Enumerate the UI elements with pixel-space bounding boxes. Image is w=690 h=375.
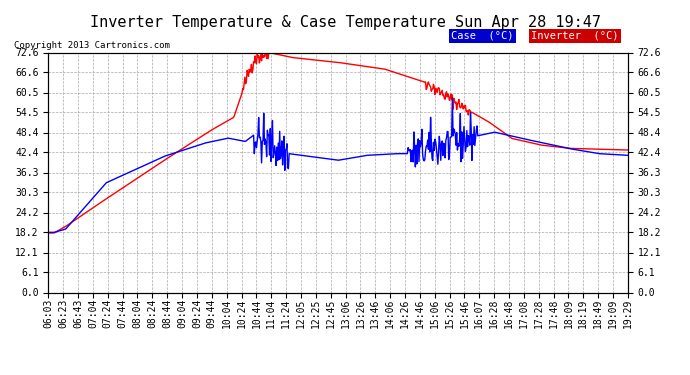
Text: Case  (°C): Case (°C) — [451, 31, 513, 41]
Text: Inverter  (°C): Inverter (°C) — [531, 31, 619, 41]
Text: Inverter Temperature & Case Temperature Sun Apr 28 19:47: Inverter Temperature & Case Temperature … — [90, 15, 600, 30]
Text: Copyright 2013 Cartronics.com: Copyright 2013 Cartronics.com — [14, 41, 170, 50]
